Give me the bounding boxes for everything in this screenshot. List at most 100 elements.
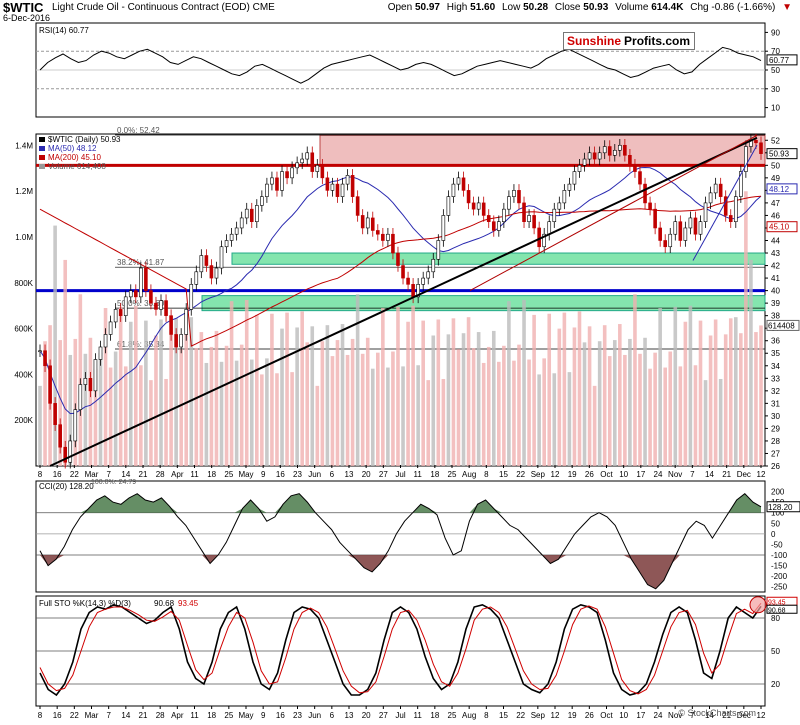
volume-bar	[431, 335, 436, 466]
volume-bar	[512, 360, 516, 466]
cci-tick-label: -250	[771, 583, 788, 592]
candle-body	[461, 177, 466, 191]
volume-bar	[320, 341, 325, 466]
chg-label: Chg	[690, 2, 709, 13]
price-tick-label: 32	[771, 387, 780, 396]
candle-body	[759, 142, 763, 154]
candle-body	[260, 196, 264, 206]
down-arrow-icon: ▼	[782, 2, 792, 13]
price-x-label: 25	[448, 470, 457, 479]
sto-x-label: 9	[261, 711, 266, 720]
price-tick-label: 31	[771, 399, 780, 408]
price-x-label: 22	[70, 470, 79, 479]
price-tick-label: 35	[771, 349, 780, 358]
volume-bar	[239, 344, 244, 466]
volume-bar	[300, 311, 304, 466]
candle-body	[562, 190, 567, 204]
volume-bar	[133, 305, 138, 466]
volume-bar	[527, 359, 531, 466]
price-x-label: 20	[362, 470, 371, 479]
volume-bar	[471, 348, 476, 466]
sto-k-line	[39, 603, 762, 697]
legend-swatch	[39, 146, 45, 151]
cci-line	[39, 493, 762, 590]
volume-bar	[169, 334, 173, 466]
high-value: 51.60	[470, 2, 496, 13]
candle-body	[214, 267, 219, 279]
candle-body	[567, 183, 572, 191]
candle-body	[239, 217, 244, 229]
fib-label: 50.0%: 38.60	[117, 299, 165, 308]
candle-body	[542, 233, 546, 248]
price-x-label: 7	[106, 470, 111, 479]
price-tick-label: 46	[771, 211, 780, 220]
sto-x-label: 19	[568, 711, 577, 720]
sto-x-label: 24	[654, 711, 663, 720]
price-x-label: 9	[261, 470, 266, 479]
sto-x-label: 6	[330, 711, 335, 720]
volume-bar	[63, 259, 68, 466]
price-x-label: Jun	[308, 470, 321, 479]
volume-bar	[88, 337, 93, 466]
volume-bar	[411, 305, 415, 466]
volume-bar	[345, 354, 350, 466]
price-tick-label: 44	[771, 236, 780, 245]
price-tick-label: 40	[771, 287, 780, 296]
price-x-label: 11	[190, 470, 199, 479]
volume-bar	[396, 306, 400, 466]
volume-bar	[244, 300, 249, 466]
volume-bar	[149, 380, 153, 466]
price-x-label: 19	[568, 470, 577, 479]
volume-bar	[144, 320, 148, 466]
candle-body	[517, 190, 521, 204]
cci-current-box	[766, 501, 800, 513]
price-x-label: 15	[499, 470, 508, 479]
candle-body	[93, 359, 98, 392]
candle-body	[481, 202, 486, 216]
candle-body	[497, 221, 501, 231]
sto-x-label: 22	[70, 711, 79, 720]
candle-body	[754, 139, 758, 144]
price-x-label: 11	[414, 470, 423, 479]
volume-bar	[376, 352, 380, 466]
volume-bar	[123, 366, 128, 466]
brand-part1: Sunshine	[567, 34, 622, 48]
volume-bar	[446, 334, 451, 466]
volume-bar	[229, 301, 234, 466]
candle-body	[628, 154, 632, 166]
sto-x-label: 23	[293, 711, 302, 720]
candle-body	[290, 167, 294, 179]
volume-bar	[451, 318, 456, 466]
volume-bar	[708, 335, 713, 466]
price-current-label: 48.12	[769, 185, 790, 194]
candle-body	[557, 202, 562, 210]
sto-x-label: 26	[585, 711, 594, 720]
volume-bar	[618, 324, 622, 466]
cci-tick-label: -150	[771, 562, 788, 571]
volume-bar	[360, 353, 365, 466]
sunshine-profits-logo[interactable]: Sunshine Profits.com	[563, 32, 696, 50]
volume-bar	[557, 328, 562, 466]
candle-body	[466, 190, 471, 204]
price-x-label: 12	[551, 470, 560, 479]
volume-bar	[517, 344, 521, 466]
volume-label: Volume	[615, 2, 649, 13]
volume-bar	[209, 346, 214, 466]
close-value: 50.93	[583, 2, 609, 13]
candle-body	[532, 215, 536, 229]
sto-x-label: 13	[345, 711, 354, 720]
candle-body	[144, 267, 148, 291]
zone-red-0	[319, 134, 766, 166]
volume-current-label: 614408	[768, 321, 795, 330]
sto-x-label: 12	[757, 711, 766, 720]
candle-body	[345, 175, 350, 185]
candle-body	[587, 152, 592, 160]
sto-tick-label: 20	[771, 680, 780, 689]
rsi-current-box	[766, 54, 798, 66]
rsi-tick-label: 70	[771, 47, 780, 56]
candle-body	[592, 152, 597, 160]
sto-d-value: 93.45	[178, 599, 199, 608]
volume-bar	[703, 380, 708, 466]
candle-body	[618, 144, 622, 151]
price-tick-label: 47	[771, 199, 780, 208]
